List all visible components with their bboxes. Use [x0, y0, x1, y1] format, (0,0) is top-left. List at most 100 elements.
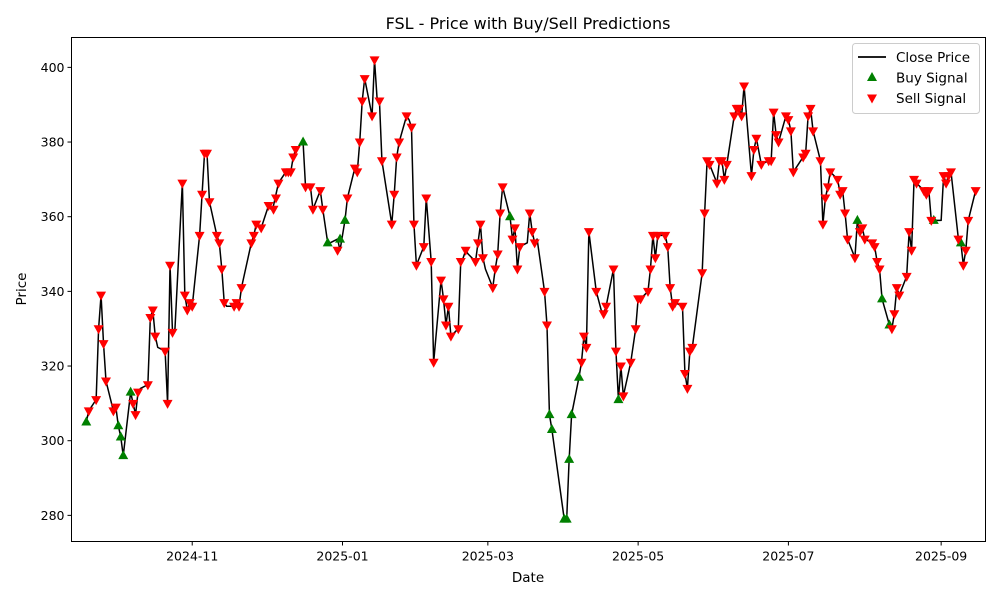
sell-signal-marker	[460, 246, 471, 256]
sell-signal-marker	[453, 325, 464, 335]
sell-signal-marker	[783, 116, 794, 126]
sell-signal-marker	[167, 328, 178, 338]
sell-signal-marker	[660, 231, 671, 241]
sell-signal-marker	[436, 276, 447, 286]
sell-signal-marker	[963, 216, 974, 226]
sell-signal-marker	[704, 160, 715, 170]
sell-signal-marker	[958, 261, 969, 271]
sell-signal-marker	[401, 112, 412, 122]
sell-signal-marker	[650, 254, 661, 264]
y-tick-label: 360	[41, 209, 65, 224]
sell-signal-marker	[492, 250, 503, 260]
y-axis: 280 300 320 340 360 380 400	[41, 60, 72, 523]
sell-signal-marker	[204, 198, 215, 208]
sell-signal-marker	[610, 347, 621, 357]
sell-signal-marker	[408, 220, 419, 230]
legend-buy-swatch	[867, 72, 877, 81]
sell-signal-marker	[160, 347, 171, 357]
sell-signal-marker	[923, 187, 934, 197]
buy-signal-marker	[339, 214, 350, 224]
sell-signal-marker	[234, 302, 245, 312]
sell-signal-marker	[133, 388, 144, 398]
sell-signal-marker	[374, 97, 385, 107]
sell-signal-marker	[93, 325, 104, 335]
sell-signal-marker	[445, 332, 456, 342]
sell-signal-marker	[477, 254, 488, 264]
sell-signal-marker	[874, 265, 885, 275]
sell-signal-marker	[342, 194, 353, 204]
buy-signal-marker	[574, 371, 585, 381]
sell-signal-marker	[825, 168, 836, 178]
x-tick-label: 2025-03	[462, 549, 514, 564]
x-axis: 2024-11 2025-01 2025-03 2025-05 2025-07 2025-…	[166, 541, 967, 564]
sell-signal-marker	[428, 358, 439, 368]
sell-signal-marker	[904, 228, 915, 238]
sell-signal-marker	[946, 168, 957, 178]
sell-signal-marker	[729, 112, 740, 122]
sell-signal-marker	[901, 272, 912, 282]
legend: Close Price Buy Signal Sell Signal	[852, 43, 980, 114]
sell-signal-marker	[270, 194, 281, 204]
sell-signal-marker	[652, 231, 663, 241]
buy-signal-marker	[505, 211, 516, 221]
sell-signal-marker	[911, 179, 922, 189]
sell-signal-marker	[635, 295, 646, 305]
plot-area	[81, 56, 981, 523]
sell-signal-marker	[773, 138, 784, 148]
buy-signal-marker	[566, 409, 577, 419]
y-tick-label: 280	[41, 508, 65, 523]
sell-signal-marker	[246, 239, 257, 249]
sell-signal-marker	[440, 321, 451, 331]
sell-signal-marker	[906, 246, 917, 256]
sell-signal-marker	[598, 310, 609, 320]
buy-signal-marker	[118, 450, 129, 460]
sell-signal-marker	[941, 179, 952, 189]
sell-signal-marker	[529, 239, 540, 249]
sell-signal-marker	[305, 183, 316, 193]
sell-signal-marker	[83, 407, 94, 417]
sell-signal-marker	[805, 104, 816, 114]
y-tick-label: 400	[41, 60, 65, 75]
sell-signal-marker	[128, 399, 139, 409]
sell-signal-marker	[697, 269, 708, 279]
sell-signal-marker	[891, 284, 902, 294]
sell-signal-marker	[677, 302, 688, 312]
y-tick-label: 380	[41, 135, 65, 150]
sell-signal-marker	[507, 235, 518, 245]
sell-signal-marker	[886, 325, 897, 335]
sell-signal-marker	[820, 194, 831, 204]
sell-signal-marker	[472, 239, 483, 249]
sell-signal-marker	[100, 377, 111, 387]
sell-signal-marker	[970, 187, 981, 197]
sell-signal-marker	[889, 310, 900, 320]
sell-signal-marker	[497, 183, 508, 193]
sell-signal-marker	[608, 265, 619, 275]
sell-signal-marker	[214, 239, 225, 249]
sell-signal-marker	[91, 396, 102, 406]
sell-signal-marker	[179, 291, 190, 301]
sell-signal-marker	[130, 411, 141, 421]
sell-signal-marker	[872, 258, 883, 267]
sell-signal-marker	[679, 370, 690, 379]
sell-signal-marker	[201, 149, 212, 159]
buy-signal-marker	[81, 416, 92, 426]
sell-signal-marker	[837, 187, 848, 197]
sell-signal-marker	[354, 138, 365, 148]
sell-signal-marker	[687, 343, 698, 353]
legend-sell-swatch	[867, 94, 877, 104]
buy-signal-marker	[125, 386, 136, 396]
sell-signal-marker	[211, 231, 222, 241]
sell-signal-marker	[307, 205, 318, 215]
sell-signal-marker	[443, 302, 454, 312]
sell-signal-marker	[849, 254, 860, 264]
sell-signal-marker	[438, 295, 449, 305]
sell-signal-marker	[840, 209, 851, 219]
sell-signal-marker	[367, 112, 378, 122]
sell-signal-marker	[578, 332, 589, 342]
sell-signal-marker	[268, 205, 279, 215]
sell-signal-marker	[739, 82, 750, 92]
sell-signal-marker	[256, 224, 267, 234]
sell-signal-marker	[857, 224, 868, 234]
sell-signal-marker	[514, 243, 525, 253]
buy-signal-marker	[561, 513, 572, 523]
